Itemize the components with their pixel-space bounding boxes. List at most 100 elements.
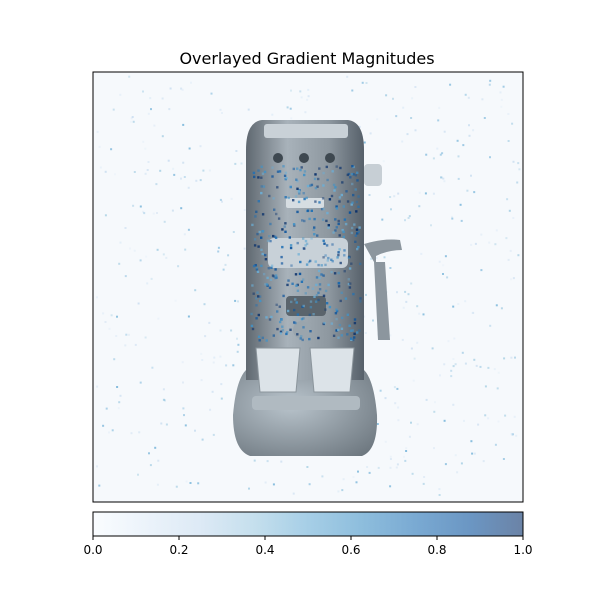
gradient-speck-strong	[337, 281, 341, 285]
gradient-speck-strong	[335, 205, 338, 208]
gradient-speck	[337, 490, 340, 493]
gradient-speck	[484, 385, 487, 388]
gradient-speck	[405, 447, 408, 450]
gradient-speck-strong	[313, 177, 317, 181]
gradient-speck-strong	[339, 299, 342, 303]
gradient-speck-strong	[296, 167, 299, 170]
gradient-speck	[450, 369, 453, 372]
gradient-speck	[479, 365, 482, 368]
gradient-speck-strong	[269, 239, 272, 243]
gradient-speck	[385, 94, 388, 97]
gradient-speck	[389, 334, 392, 337]
gradient-speck-strong	[353, 336, 356, 339]
gradient-speck-strong	[327, 224, 330, 227]
gradient-speck-strong	[326, 178, 329, 182]
gradient-speck-strong	[338, 196, 342, 199]
gradient-speck	[172, 167, 175, 170]
gradient-speck-strong	[269, 222, 272, 226]
gradient-speck	[102, 312, 105, 315]
gradient-speck	[271, 113, 274, 116]
gradient-speck	[180, 87, 183, 90]
gradient-speck	[395, 115, 398, 118]
gradient-speck	[456, 471, 459, 474]
gradient-speck-strong	[285, 177, 288, 180]
gradient-speck	[129, 247, 131, 250]
gradient-speck-strong	[271, 274, 275, 277]
gradient-speck	[434, 401, 436, 404]
gradient-speck	[376, 423, 379, 425]
gradient-speck	[454, 454, 457, 457]
gradient-speck-strong	[326, 259, 329, 262]
gradient-speck	[181, 88, 184, 91]
gradient-speck-strong	[276, 327, 279, 331]
gradient-speck	[441, 152, 444, 155]
gradient-speck	[144, 172, 147, 175]
gradient-speck	[413, 357, 416, 360]
gradient-speck	[210, 92, 213, 95]
gradient-speck	[437, 119, 440, 122]
gradient-speck-strong	[343, 270, 346, 273]
gradient-speck	[200, 352, 203, 355]
gradient-speck	[113, 358, 116, 361]
gradient-speck-strong	[350, 262, 353, 265]
gradient-speck-strong	[281, 325, 284, 328]
gradient-speck	[230, 197, 233, 200]
gradient-speck	[510, 433, 513, 436]
gradient-speck	[463, 419, 465, 422]
gradient-speck	[488, 241, 491, 244]
gradient-speck-strong	[310, 209, 313, 212]
gradient-speck-strong	[287, 196, 290, 200]
gradient-speck-strong	[288, 236, 291, 239]
gradient-speck-strong	[261, 213, 265, 216]
gradient-speck-strong	[256, 270, 260, 273]
gradient-speck-strong	[315, 283, 318, 287]
gradient-speck	[148, 452, 150, 455]
gradient-speck	[408, 215, 411, 218]
gradient-speck	[502, 458, 505, 460]
gradient-speck	[289, 107, 292, 110]
gradient-speck-strong	[262, 185, 266, 188]
gradient-speck-strong	[257, 169, 260, 172]
gradient-speck	[497, 371, 500, 374]
gradient-speck-strong	[310, 237, 313, 240]
gradient-speck	[201, 438, 204, 441]
gradient-speck	[471, 312, 474, 314]
gradient-speck-strong	[316, 185, 319, 188]
gradient-speck	[364, 332, 367, 334]
gradient-speck	[395, 466, 398, 469]
gradient-speck	[272, 483, 275, 486]
gradient-speck	[408, 435, 411, 438]
gradient-speck	[508, 209, 511, 212]
gradient-speck-strong	[348, 211, 352, 214]
gradient-speck-strong	[350, 203, 353, 206]
gradient-speck-strong	[353, 318, 357, 321]
gradient-speck	[137, 302, 140, 305]
gradient-speck-strong	[291, 282, 294, 285]
gradient-speck	[466, 189, 469, 192]
gradient-speck	[393, 386, 396, 389]
gradient-speck-strong	[356, 179, 359, 182]
gradient-speck	[513, 415, 516, 418]
gradient-speck	[110, 314, 113, 317]
gradient-speck	[487, 417, 490, 420]
gradient-speck	[383, 256, 386, 259]
gradient-speck	[410, 347, 413, 350]
gradient-speck	[443, 130, 446, 133]
gradient-speck-strong	[334, 186, 337, 189]
gradient-speck-strong	[351, 182, 354, 186]
gradient-speck	[243, 209, 246, 211]
gradient-speck	[183, 233, 186, 236]
gradient-speck	[180, 207, 183, 210]
gradient-speck	[194, 289, 197, 292]
cup-left	[255, 347, 301, 393]
gradient-speck	[355, 481, 358, 484]
gradient-speck-strong	[281, 228, 284, 231]
gradient-speck	[438, 260, 441, 263]
gradient-speck-strong	[272, 334, 275, 337]
gradient-speck	[481, 98, 484, 101]
gradient-speck	[396, 291, 398, 294]
gradient-speck	[221, 112, 223, 114]
gradient-speck	[449, 83, 452, 86]
gradient-speck	[138, 431, 141, 434]
gradient-speck-strong	[335, 309, 339, 313]
